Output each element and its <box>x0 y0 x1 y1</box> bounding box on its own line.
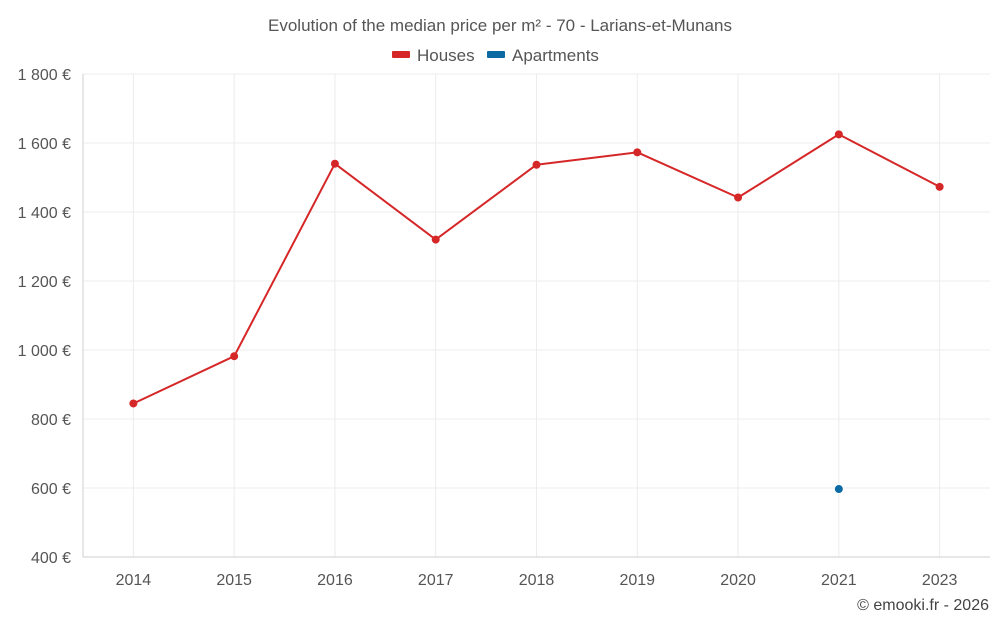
y-tick-label: 1 600 € <box>18 136 71 153</box>
y-tick-label: 1 200 € <box>18 274 71 291</box>
y-tick-label: 1 000 € <box>18 343 71 360</box>
data-point-houses[interactable] <box>431 235 440 244</box>
credit-text: © emooki.fr - 2026 <box>857 597 989 614</box>
chart-title: Evolution of the median price per m² - 7… <box>268 16 732 35</box>
data-point-houses[interactable] <box>633 148 642 157</box>
legend-swatch-houses <box>392 51 410 58</box>
y-tick-label: 1 400 € <box>18 205 71 222</box>
x-tick-label: 2019 <box>619 572 655 589</box>
x-tick-label: 2023 <box>922 572 958 589</box>
x-axis: 2014 2015 2016 2017 2018 2019 2020 2021 2023 <box>83 556 990 589</box>
x-tick-label: 2016 <box>317 572 353 589</box>
y-tick-label: 1 800 € <box>18 67 71 84</box>
x-tick-label: 2017 <box>418 572 454 589</box>
y-tick-label: 800 € <box>31 412 71 429</box>
legend-item-apartments[interactable]: Apartments <box>487 46 599 65</box>
x-tick-label: 2018 <box>519 572 555 589</box>
x-tick-label: 2015 <box>216 572 252 589</box>
y-tick-label: 600 € <box>31 481 71 498</box>
x-tick-label: 2020 <box>720 572 756 589</box>
data-point-apartments[interactable] <box>834 485 843 494</box>
legend-swatch-apartments <box>487 51 505 58</box>
x-tick-label: 2014 <box>116 572 152 589</box>
data-point-houses[interactable] <box>935 182 944 191</box>
data-point-houses[interactable] <box>532 160 541 169</box>
legend-label-apartments: Apartments <box>512 46 599 65</box>
data-point-houses[interactable] <box>230 352 239 361</box>
data-point-houses[interactable] <box>129 399 138 408</box>
series-layer <box>129 130 944 494</box>
data-point-houses[interactable] <box>734 193 743 202</box>
y-axis: 400 € 600 € 800 € 1 000 € 1 200 € 1 400 € 1 60… <box>18 67 84 567</box>
y-tick-label: 400 € <box>31 550 71 567</box>
legend-item-houses[interactable]: Houses <box>392 46 475 65</box>
legend: Houses Apartments <box>392 46 599 65</box>
data-point-houses[interactable] <box>834 130 843 139</box>
x-tick-label: 2021 <box>821 572 857 589</box>
grid <box>83 73 990 557</box>
legend-label-houses: Houses <box>417 46 475 65</box>
data-point-houses[interactable] <box>330 159 339 168</box>
